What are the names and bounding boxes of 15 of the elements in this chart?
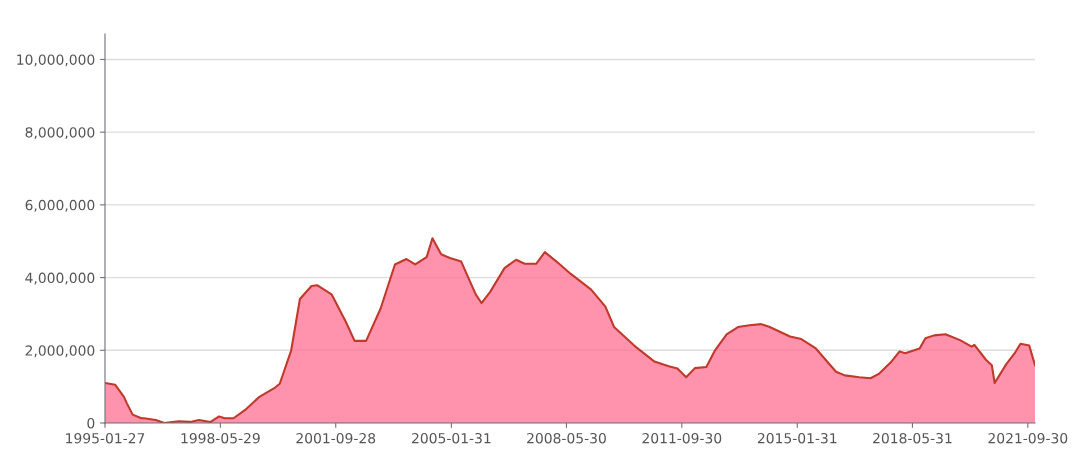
x-tick-label: 2005-01-31 [412, 432, 491, 444]
x-tick-label: 1998-05-29 [181, 432, 260, 444]
x-tick-label: 1995-01-27 [66, 432, 145, 444]
y-tick-label: 4,000,000 [25, 272, 95, 285]
y-tick-label: 6,000,000 [25, 199, 95, 212]
x-tick-label: 2015-01-31 [757, 432, 837, 444]
y-tick-label: 0 [87, 417, 95, 429]
x-tick-label: 2021-09-30 [988, 432, 1068, 444]
y-tick-label: 2,000,000 [25, 345, 95, 358]
x-tick-label: 2011-09-30 [642, 432, 722, 444]
x-tick-label: 2001-09-28 [296, 432, 376, 444]
x-tick-label: 2008-05-30 [527, 432, 606, 444]
x-tick-label: 2018-05-31 [873, 432, 952, 444]
y-tick-label: 10,000,000 [17, 54, 95, 67]
y-tick-label: 8,000,000 [25, 127, 95, 140]
